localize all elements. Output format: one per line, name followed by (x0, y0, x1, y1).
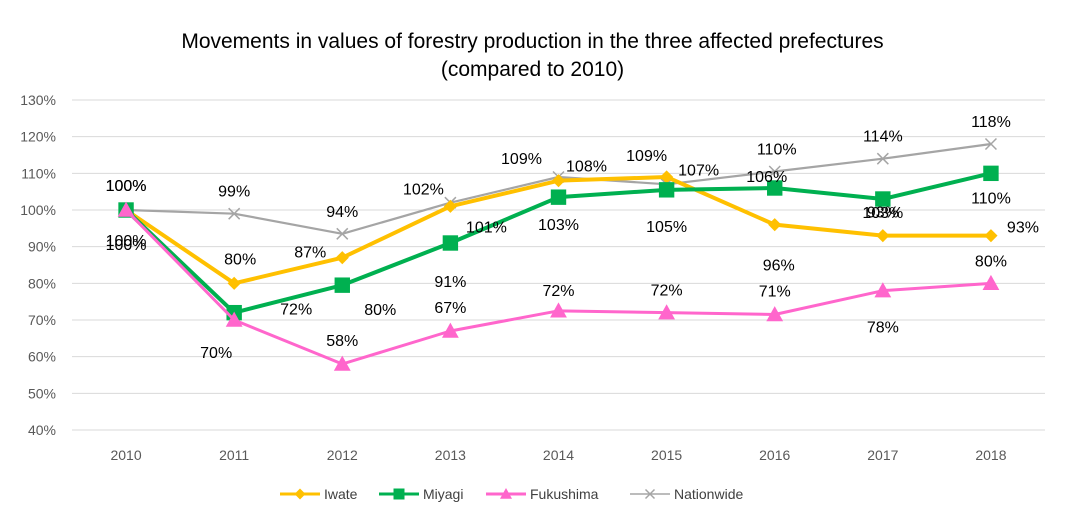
x-tick-label: 2012 (327, 447, 358, 463)
data-label-fukushima: 100% (106, 233, 147, 250)
data-label-fukushima: 71% (759, 284, 791, 301)
data-label-iwate: 109% (626, 148, 667, 165)
data-point-nationwide (984, 137, 997, 151)
data-label-miyagi: 105% (646, 219, 687, 236)
legend-marker-nationwide (644, 488, 656, 500)
y-tick-label: 120% (20, 129, 56, 145)
data-label-miyagi: 110% (971, 190, 1011, 207)
data-point-fukushima (658, 304, 676, 320)
y-tick-label: 80% (28, 275, 56, 291)
data-label-nationwide: 107% (678, 162, 719, 179)
data-point-miyagi (442, 235, 459, 251)
data-point-fukushima (874, 282, 892, 298)
data-label-nationwide: 94% (326, 204, 358, 221)
data-label-iwate: 100% (106, 178, 147, 195)
data-label-miyagi: 100% (106, 237, 147, 254)
data-label-fukushima: 72% (651, 283, 683, 300)
data-point-miyagi (767, 180, 783, 196)
data-point-iwate (660, 170, 674, 184)
legend-marker-miyagi (393, 488, 405, 500)
data-label-miyagi: 103% (538, 217, 579, 234)
data-label-fukushima: 67% (434, 300, 466, 317)
data-label-nationwide: 102% (403, 182, 444, 199)
y-tick-label: 130% (20, 92, 56, 108)
x-tick-label: 2017 (867, 447, 898, 463)
data-label-miyagi: 91% (434, 274, 466, 291)
legend-marker-fukushima (500, 488, 512, 499)
y-tick-label: 100% (20, 202, 56, 218)
data-point-fukushima (441, 322, 459, 338)
data-label-miyagi: 80% (364, 302, 396, 319)
x-tick-label: 2018 (975, 447, 1006, 463)
data-label-iwate: 93% (867, 205, 899, 222)
x-tick-label: 2011 (219, 447, 249, 463)
data-label-nationwide: 110% (757, 142, 797, 159)
data-label-miyagi: 103% (862, 205, 903, 222)
data-point-iwate (768, 218, 782, 232)
data-point-fukushima (225, 311, 243, 327)
data-point-miyagi (983, 165, 999, 182)
data-point-iwate (443, 199, 457, 213)
x-tick-label: 2016 (759, 447, 790, 463)
data-point-nationwide (336, 227, 349, 240)
y-tick-label: 50% (28, 385, 56, 401)
chart-subtitle: (compared to 2010) (440, 58, 625, 81)
data-point-fukushima (117, 201, 135, 217)
data-point-fukushima (982, 274, 1000, 291)
data-point-fukushima (550, 302, 567, 318)
data-label-iwate: 108% (566, 159, 607, 176)
x-tick-label: 2015 (651, 447, 682, 463)
data-point-iwate (335, 251, 349, 265)
data-label-fukushima: 58% (326, 333, 358, 350)
data-point-fukushima (333, 355, 351, 371)
data-label-iwate: 80% (224, 251, 256, 268)
data-point-miyagi (550, 189, 567, 205)
data-label-nationwide: 114% (863, 129, 903, 146)
legend-label-miyagi: Miyagi (423, 486, 463, 502)
x-tick-label: 2010 (110, 447, 141, 463)
data-point-nationwide (768, 165, 781, 178)
legend-label-iwate: Iwate (324, 486, 358, 502)
data-point-nationwide (228, 207, 241, 220)
data-point-nationwide (876, 152, 889, 165)
chart-title: Movements in values of forestry producti… (181, 30, 884, 53)
legend-marker-iwate (294, 488, 306, 500)
x-tick-label: 2013 (435, 447, 466, 463)
data-label-fukushima: 80% (975, 253, 1007, 270)
data-point-miyagi (334, 277, 350, 293)
y-tick-label: 90% (28, 239, 56, 255)
data-point-iwate (984, 229, 998, 243)
data-label-nationwide: 118% (971, 114, 1011, 131)
data-label-miyagi: 72% (280, 302, 312, 319)
data-label-iwate: 87% (294, 245, 326, 262)
data-point-iwate (876, 229, 890, 243)
y-tick-label: 40% (28, 422, 56, 438)
data-label-nationwide: 99% (218, 184, 250, 201)
data-label-miyagi: 106% (746, 169, 787, 186)
data-point-iwate (227, 276, 241, 290)
y-tick-label: 70% (28, 312, 56, 328)
data-point-miyagi (658, 182, 675, 198)
data-point-iwate (551, 174, 566, 188)
data-label-iwate: 93% (1007, 220, 1039, 237)
legend-label-fukushima: Fukushima (530, 486, 599, 502)
data-label-fukushima: 78% (867, 320, 899, 337)
data-label-iwate: 101% (466, 219, 507, 236)
data-point-miyagi (875, 191, 891, 207)
data-label-nationwide: 100% (106, 178, 147, 195)
x-tick-label: 2014 (543, 447, 574, 463)
data-label-iwate: 96% (763, 258, 795, 275)
data-label-fukushima: 72% (542, 283, 574, 300)
data-point-fukushima (766, 306, 784, 322)
data-label-nationwide: 109% (501, 151, 542, 168)
data-label-fukushima: 70% (200, 345, 232, 362)
legend-label-nationwide: Nationwide (674, 486, 743, 502)
y-tick-label: 110% (21, 165, 56, 181)
y-tick-label: 60% (28, 349, 56, 365)
